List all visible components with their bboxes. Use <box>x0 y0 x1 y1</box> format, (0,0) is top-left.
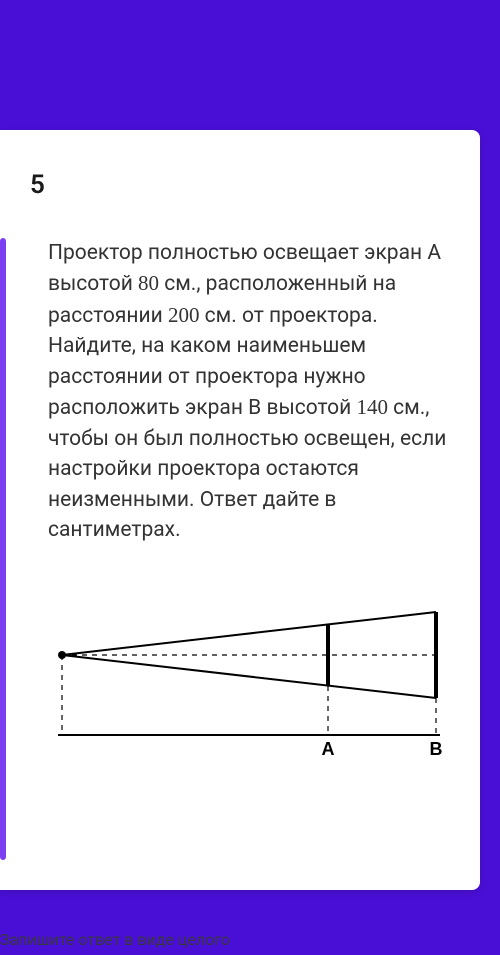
text-number: 200 <box>168 303 200 327</box>
svg-text:A: A <box>322 739 335 759</box>
problem-card: 5 Проектор полностью освещает экран A вы… <box>0 130 480 890</box>
accent-bar <box>0 238 6 860</box>
text-number: 140 <box>356 395 388 419</box>
diagram-svg: AB <box>48 575 448 775</box>
text-number: 80 <box>138 271 159 295</box>
task-number: 5 <box>30 170 450 200</box>
footer-hint: Запишите ответ в виде целого <box>0 930 230 949</box>
projector-diagram: AB <box>48 575 450 779</box>
svg-text:B: B <box>430 739 443 759</box>
problem-text: Проектор полностью освещает экран A высо… <box>48 238 450 545</box>
